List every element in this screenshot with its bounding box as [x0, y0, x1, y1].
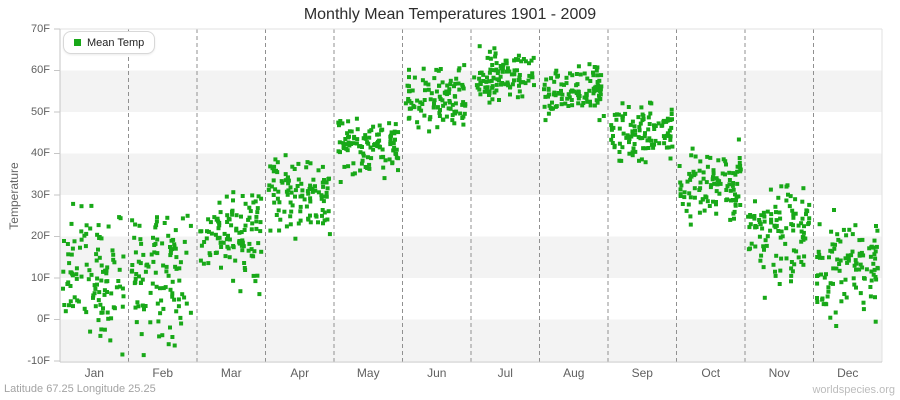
x-axis-month-label: Oct — [701, 366, 721, 380]
x-axis-month-label: Jul — [497, 366, 513, 380]
points-jul[interactable] — [472, 44, 536, 105]
points-feb[interactable] — [129, 213, 193, 358]
x-axis-month-label: Jan — [84, 366, 104, 380]
points-oct[interactable] — [677, 137, 743, 227]
x-axis-month-label: Nov — [768, 366, 790, 380]
legend-marker-icon — [74, 39, 81, 46]
legend-label: Mean Temp — [87, 36, 145, 49]
y-axis-tick-label: 40F — [31, 147, 50, 159]
x-axis-month-label: Aug — [563, 366, 585, 380]
points-apr[interactable] — [266, 153, 332, 241]
points-jan[interactable] — [61, 201, 126, 357]
y-axis-tick-label: 0F — [37, 313, 50, 325]
y-axis-tick-label: 70F — [31, 22, 50, 35]
y-axis-tick-label: 50F — [31, 105, 50, 118]
x-axis-month-label: Feb — [152, 366, 174, 380]
y-axis-tick-label: 30F — [31, 188, 50, 201]
points-mar[interactable] — [198, 190, 264, 297]
points-dec[interactable] — [815, 208, 880, 328]
x-axis-month-label: May — [356, 366, 380, 380]
x-axis-month-label: Apr — [290, 366, 310, 380]
axes — [54, 28, 883, 363]
x-axis-month-label: Sep — [631, 366, 653, 380]
x-axis-month-label: Dec — [837, 366, 859, 380]
points-nov[interactable] — [746, 183, 812, 300]
points-sep[interactable] — [609, 100, 675, 165]
points-aug[interactable] — [542, 62, 606, 123]
y-axis-tick-label: -10F — [27, 354, 50, 367]
y-axis-tick-label: 60F — [31, 64, 50, 76]
points-may[interactable] — [336, 116, 401, 184]
legend[interactable]: Mean Temp — [63, 31, 156, 54]
footer-source: worldspecies.org — [812, 384, 895, 396]
footer-coordinates: Latitude 67.25 Longitude 25.25 — [4, 383, 156, 395]
x-axis-month-label: Mar — [220, 366, 242, 380]
y-axis-tick-label: 20F — [31, 230, 50, 242]
x-axis-month-label: Jun — [427, 366, 447, 380]
y-axis-tick-label: 10F — [31, 271, 50, 284]
points-jun[interactable] — [403, 63, 468, 134]
chart-title: Monthly Mean Temperatures 1901 - 2009 — [303, 6, 597, 23]
